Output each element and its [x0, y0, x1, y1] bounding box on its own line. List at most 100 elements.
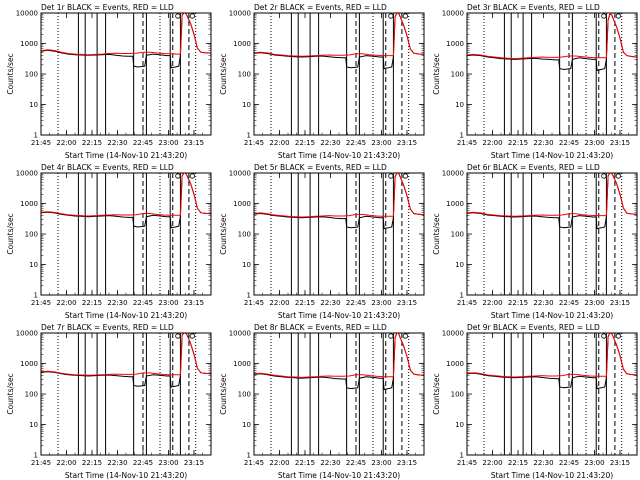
x-tick-label: 21:45 — [244, 139, 264, 147]
y-tick-label: 1 — [247, 132, 251, 140]
y-tick-label: 100 — [25, 391, 38, 399]
x-tick-label: 22:45 — [133, 459, 153, 467]
x-tick-label: 22:00 — [269, 459, 289, 467]
x-tick-label: 23:00 — [584, 459, 604, 467]
y-tick-label: 1 — [34, 452, 38, 460]
x-tick-label: 22:30 — [320, 139, 340, 147]
series-lld — [466, 172, 638, 217]
y-tick-label: 10 — [29, 101, 38, 109]
series-lld — [466, 332, 638, 378]
y-tick-label: 1000 — [233, 40, 251, 48]
x-tick-label: 23:15 — [184, 299, 204, 307]
x-axis-label: Start Time (14-Nov-10 21:43:20) — [491, 151, 613, 160]
series-events — [466, 172, 638, 230]
y-tick-label: 1000 — [20, 200, 38, 208]
panel-title: Det 1r BLACK = Events, RED = LLD — [41, 3, 174, 12]
x-tick-label: 22:30 — [107, 459, 127, 467]
x-axis-label: Start Time (14-Nov-10 21:43:20) — [65, 311, 187, 320]
x-tick-label: 22:30 — [533, 299, 553, 307]
y-tick-label: 1000 — [233, 200, 251, 208]
x-tick-label: 22:45 — [346, 299, 366, 307]
x-axis-label: Start Time (14-Nov-10 21:43:20) — [278, 311, 400, 320]
y-tick-label: 1000 — [446, 40, 464, 48]
x-tick-label: 23:15 — [610, 299, 630, 307]
series-lld — [253, 12, 425, 57]
y-tick-label: 1 — [460, 292, 464, 300]
y-tick-label: 10000 — [16, 10, 38, 18]
x-tick-label: 23:15 — [610, 459, 630, 467]
x-tick-label: 23:00 — [158, 139, 178, 147]
peak-marker — [189, 173, 195, 179]
y-axis-label: Counts/sec — [219, 373, 228, 414]
series-lld — [40, 332, 212, 376]
plot-frame — [466, 172, 638, 296]
panel-7: Det 7r BLACK = Events, RED = LLD Counts/s… — [6, 323, 212, 480]
y-axis-label: Counts/sec — [6, 373, 15, 414]
y-axis-label: Counts/sec — [219, 213, 228, 254]
y-tick-label: 100 — [238, 231, 251, 239]
x-tick-label: 22:15 — [82, 299, 102, 307]
y-tick-label: 100 — [238, 71, 251, 79]
x-tick-label: 22:00 — [269, 139, 289, 147]
peak-marker — [189, 333, 195, 339]
x-tick-label: 23:15 — [397, 299, 417, 307]
y-tick-label: 100 — [25, 231, 38, 239]
y-tick-label: 10000 — [229, 170, 251, 178]
panel-6: Det 6r BLACK = Events, RED = LLD Counts/s… — [432, 163, 638, 320]
plot-frame — [253, 332, 425, 456]
y-tick-label: 1000 — [446, 200, 464, 208]
series-events — [253, 332, 425, 391]
x-tick-label: 22:15 — [508, 459, 528, 467]
peak-marker — [402, 333, 408, 339]
y-tick-label: 10000 — [16, 170, 38, 178]
y-tick-label: 10 — [455, 101, 464, 109]
series-events — [466, 332, 638, 390]
x-tick-label: 23:15 — [184, 139, 204, 147]
x-tick-label: 22:30 — [533, 139, 553, 147]
series-events — [253, 172, 425, 230]
peak-marker — [615, 13, 621, 19]
peak-marker — [388, 333, 394, 339]
panel-title: Det 5r BLACK = Events, RED = LLD — [254, 163, 387, 172]
y-tick-label: 100 — [451, 391, 464, 399]
x-tick-label: 21:45 — [31, 459, 51, 467]
x-tick-label: 21:45 — [31, 299, 51, 307]
y-tick-label: 1000 — [20, 360, 38, 368]
y-tick-label: 10 — [455, 421, 464, 429]
x-tick-label: 23:00 — [158, 299, 178, 307]
x-axis-label: Start Time (14-Nov-10 21:43:20) — [278, 151, 400, 160]
x-tick-label: 22:30 — [107, 299, 127, 307]
x-tick-label: 22:00 — [482, 299, 502, 307]
y-tick-label: 1000 — [233, 360, 251, 368]
peak-marker — [175, 13, 181, 19]
y-tick-label: 10 — [242, 101, 251, 109]
x-tick-label: 23:00 — [158, 459, 178, 467]
panel-8: Det 8r BLACK = Events, RED = LLD Counts/s… — [219, 323, 425, 480]
plot-frame — [40, 332, 212, 456]
peak-marker — [615, 173, 621, 179]
x-tick-label: 22:45 — [133, 139, 153, 147]
x-tick-label: 23:00 — [371, 139, 391, 147]
y-tick-label: 10 — [455, 261, 464, 269]
y-tick-label: 1000 — [446, 360, 464, 368]
y-axis-label: Counts/sec — [6, 213, 15, 254]
peak-marker — [402, 173, 408, 179]
panel-3: Det 3r BLACK = Events, RED = LLD Counts/s… — [432, 3, 638, 160]
peak-marker — [388, 173, 394, 179]
x-tick-label: 21:45 — [244, 299, 264, 307]
y-tick-label: 10 — [242, 261, 251, 269]
x-tick-label: 22:00 — [56, 139, 76, 147]
x-tick-label: 22:45 — [559, 459, 579, 467]
y-tick-label: 10000 — [442, 330, 464, 338]
panel-2: Det 2r BLACK = Events, RED = LLD Counts/s… — [219, 3, 425, 160]
x-tick-label: 22:45 — [346, 459, 366, 467]
x-tick-label: 23:15 — [184, 459, 204, 467]
y-tick-label: 1 — [34, 292, 38, 300]
plot-frame — [466, 332, 638, 456]
series-lld — [253, 172, 425, 218]
x-tick-label: 23:00 — [584, 299, 604, 307]
series-events — [40, 332, 212, 388]
x-tick-label: 22:30 — [533, 459, 553, 467]
y-tick-label: 10 — [29, 261, 38, 269]
